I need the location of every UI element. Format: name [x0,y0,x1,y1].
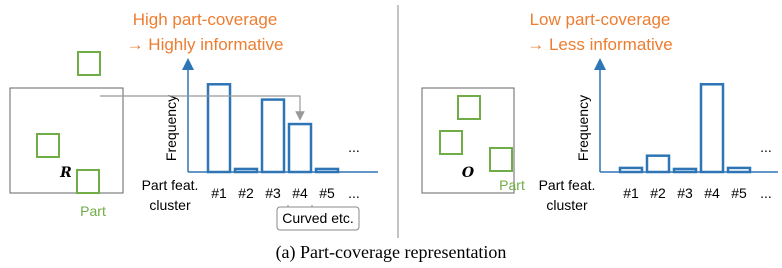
part-label: Part [80,203,106,219]
x-tick-label: #5 [731,185,747,201]
x-tick-label: #4 [704,185,720,201]
x-axis-label: Part feat. [539,177,596,193]
x-tick-label: #2 [650,185,666,201]
x-tick-label: #1 [211,185,227,201]
bar [701,84,723,172]
bar [208,84,230,172]
bar [674,169,696,172]
bar [235,169,257,172]
x-tick-label: #3 [265,185,281,201]
note: Curved etc. [282,210,354,226]
x-tick-label: ... [760,185,772,201]
chart-subtitle: → Highly informative [127,35,284,54]
glyph: R [59,165,72,181]
chart-title: Low part-coverage [530,10,671,29]
x-axis-label: cluster [546,197,588,213]
x-tick-label: #1 [623,185,639,201]
part-box [78,52,100,75]
x-tick-label: #3 [677,185,693,201]
chart-subtitle: → Less informative [527,35,673,54]
bar [289,124,311,172]
x-axis-label: Part feat. [142,177,199,193]
y-axis-label: Frequency [163,95,179,161]
chart-title: High part-coverage [133,10,278,29]
x-tick-label: ... [348,185,360,201]
figure: (a) Part-coverage representation High pa… [0,0,782,268]
bar [647,156,669,172]
caption: (a) Part-coverage representation [276,242,507,263]
x-tick-label: #5 [319,185,335,201]
x-tick-label: #4 [292,185,308,201]
bar [262,100,284,172]
ellipsis: ... [760,139,772,155]
bar [728,168,750,172]
bar [620,168,642,172]
glyph: O [462,165,475,181]
x-tick-label: #2 [238,185,254,201]
ellipsis: ... [348,139,360,155]
part-label: Part [499,177,525,193]
x-axis-label: cluster [149,197,191,213]
bar [316,169,338,172]
y-axis-label: Frequency [575,95,591,161]
